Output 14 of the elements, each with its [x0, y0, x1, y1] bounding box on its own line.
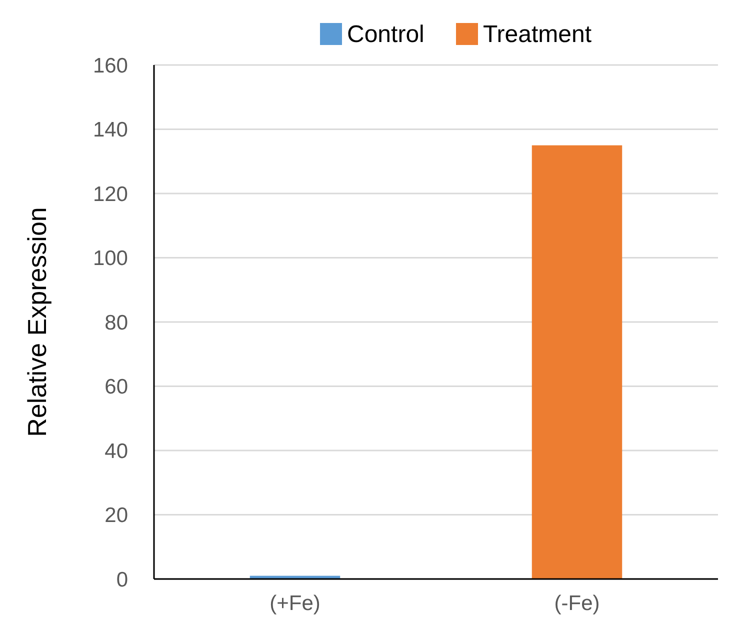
y-tick-label: 100 — [92, 247, 128, 270]
legend-label: Treatment — [483, 21, 592, 48]
x-tick-label: (+Fe) — [270, 592, 320, 615]
y-tick-label: 20 — [104, 504, 128, 528]
y-tick-label: 120 — [92, 182, 128, 206]
y-tick-label: 40 — [104, 440, 128, 463]
y-tick-label: 0 — [116, 568, 128, 592]
y-axis-title: Relative Expression — [22, 207, 52, 437]
legend-label: Control — [347, 21, 424, 48]
y-tick-label: 160 — [92, 54, 128, 78]
x-tick-label: (-Fe) — [554, 592, 600, 615]
y-tick-label: 80 — [104, 311, 128, 334]
y-tick-label: 140 — [92, 118, 128, 142]
y-tick-label: 60 — [104, 376, 128, 399]
